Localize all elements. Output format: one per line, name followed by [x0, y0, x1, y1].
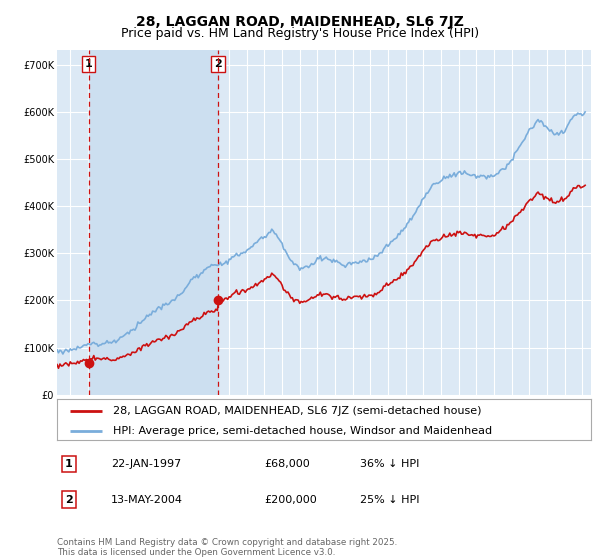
- Text: 36% ↓ HPI: 36% ↓ HPI: [360, 459, 419, 469]
- Text: 13-MAY-2004: 13-MAY-2004: [111, 494, 183, 505]
- Text: 28, LAGGAN ROAD, MAIDENHEAD, SL6 7JZ (semi-detached house): 28, LAGGAN ROAD, MAIDENHEAD, SL6 7JZ (se…: [113, 405, 482, 416]
- Text: 2: 2: [65, 494, 73, 505]
- Text: £68,000: £68,000: [264, 459, 310, 469]
- Text: 1: 1: [65, 459, 73, 469]
- Text: HPI: Average price, semi-detached house, Windsor and Maidenhead: HPI: Average price, semi-detached house,…: [113, 426, 492, 436]
- Text: Price paid vs. HM Land Registry's House Price Index (HPI): Price paid vs. HM Land Registry's House …: [121, 27, 479, 40]
- Text: 1: 1: [85, 59, 92, 69]
- Text: 25% ↓ HPI: 25% ↓ HPI: [360, 494, 419, 505]
- Text: 2: 2: [214, 59, 222, 69]
- Bar: [89, 50, 218, 395]
- Text: Contains HM Land Registry data © Crown copyright and database right 2025.
This d: Contains HM Land Registry data © Crown c…: [57, 538, 397, 557]
- Text: 22-JAN-1997: 22-JAN-1997: [111, 459, 181, 469]
- Text: 28, LAGGAN ROAD, MAIDENHEAD, SL6 7JZ: 28, LAGGAN ROAD, MAIDENHEAD, SL6 7JZ: [136, 15, 464, 29]
- Text: £200,000: £200,000: [264, 494, 317, 505]
